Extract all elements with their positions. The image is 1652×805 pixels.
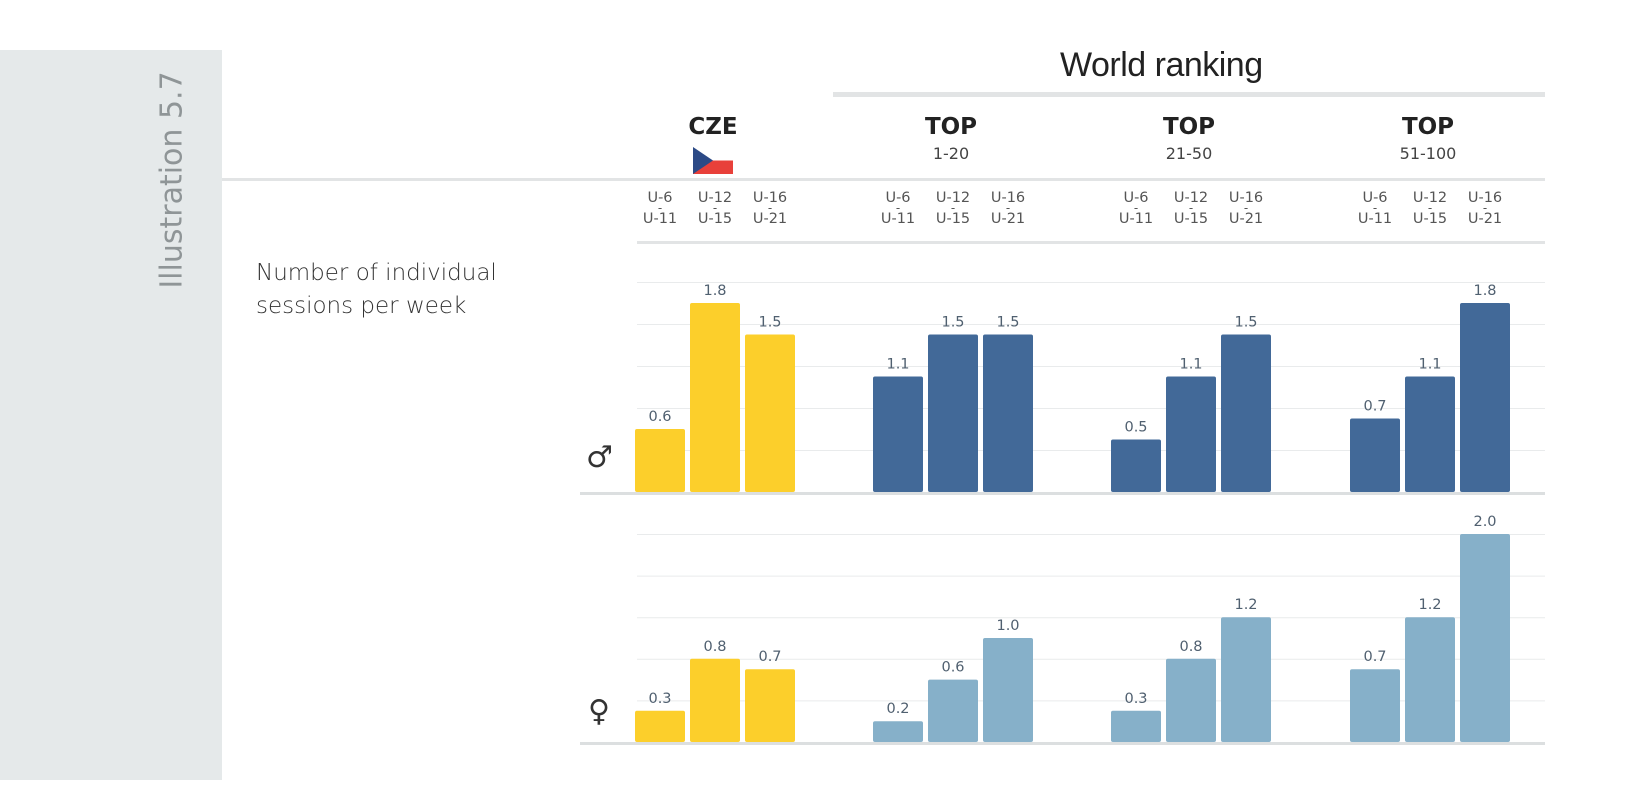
bar (983, 638, 1033, 742)
category-tick-label: U-16- U-21 (1467, 190, 1503, 227)
category-tick-label: U-16- U-21 (990, 190, 1026, 227)
data-label: 0.3 (1124, 691, 1147, 707)
data-label: 1.2 (1418, 597, 1441, 613)
world-ranking-rule (833, 92, 1545, 97)
category-tick-label: U-6- U-11 (642, 190, 678, 227)
female-symbol-icon: ♀ (588, 694, 610, 729)
category-divider (637, 241, 1545, 244)
data-label: 0.8 (703, 639, 726, 655)
data-label: 0.7 (1363, 649, 1386, 665)
category-tick-label: U-6- U-11 (880, 190, 916, 227)
bar (635, 710, 685, 742)
bar (928, 679, 978, 742)
bar (1166, 376, 1216, 492)
bar (1111, 710, 1161, 742)
data-label: 1.1 (1418, 357, 1441, 373)
bar (1350, 418, 1400, 492)
data-label: 0.5 (1124, 420, 1147, 436)
group-title: TOP (924, 114, 978, 140)
category-tick-label: U-12- U-15 (1412, 190, 1448, 227)
male-symbol-icon: ♂ (586, 440, 613, 475)
data-label: 0.7 (1363, 399, 1386, 415)
data-label: 0.7 (758, 649, 781, 665)
group-header-top-51-100: TOP 51-100 (1348, 114, 1508, 163)
data-label: 0.2 (886, 701, 909, 717)
data-label: 1.8 (1473, 283, 1496, 299)
data-label: 1.1 (886, 357, 909, 373)
bar (928, 334, 978, 492)
bar (873, 376, 923, 492)
bar (635, 429, 685, 492)
bar (690, 658, 740, 742)
data-label: 1.8 (703, 283, 726, 299)
group-subtitle: 51-100 (1399, 144, 1457, 163)
data-label: 0.6 (648, 409, 671, 425)
bar (745, 669, 795, 742)
bar (873, 721, 923, 742)
data-label: 0.3 (648, 691, 671, 707)
category-tick-label: U-16- U-21 (752, 190, 788, 227)
data-label: 1.5 (1234, 315, 1257, 331)
data-label: 1.5 (758, 315, 781, 331)
group-header-top-1-20: TOP 1-20 (871, 114, 1031, 163)
category-tick-label: U-12- U-15 (697, 190, 733, 227)
bar (1460, 534, 1510, 742)
group-header-top-21-50: TOP 21-50 (1109, 114, 1269, 163)
group-subtitle: 21-50 (1165, 144, 1213, 163)
category-tick-label: U-12- U-15 (935, 190, 971, 227)
group-subtitle: 1-20 (932, 144, 970, 163)
header-divider (222, 178, 1545, 181)
data-label: 1.5 (941, 315, 964, 331)
row-label-line1: Number of individual (256, 260, 497, 286)
data-label: 0.8 (1179, 639, 1202, 655)
category-tick-label: U-6- U-11 (1118, 190, 1154, 227)
data-label: 2.0 (1473, 514, 1496, 530)
bar (1460, 303, 1510, 492)
bar (1221, 334, 1271, 492)
data-label: 1.1 (1179, 357, 1202, 373)
row-label: Number of individual sessions per week (256, 257, 497, 323)
data-label: 1.2 (1234, 597, 1257, 613)
bar (1221, 617, 1271, 742)
bar (1405, 617, 1455, 742)
bar (1350, 669, 1400, 742)
data-label: 1.0 (996, 618, 1019, 634)
data-label: 1.5 (996, 315, 1019, 331)
bar (745, 334, 795, 492)
bar (690, 303, 740, 492)
bar (1405, 376, 1455, 492)
group-title: TOP (1401, 114, 1455, 140)
category-tick-label: U-16- U-21 (1228, 190, 1264, 227)
data-label: 0.6 (941, 660, 964, 676)
group-title: CZE (688, 114, 738, 140)
group-title: TOP (1162, 114, 1216, 140)
czech-flag-icon (693, 147, 733, 174)
category-tick-label: U-12- U-15 (1173, 190, 1209, 227)
bar (1166, 658, 1216, 742)
side-band (0, 50, 222, 780)
category-tick-label: U-6- U-11 (1357, 190, 1393, 227)
bar (983, 334, 1033, 492)
row-label-line2: sessions per week (256, 293, 467, 319)
bar (1111, 439, 1161, 492)
group-header-cze: CZE (633, 114, 793, 140)
world-ranking-title: World ranking (1060, 46, 1263, 84)
